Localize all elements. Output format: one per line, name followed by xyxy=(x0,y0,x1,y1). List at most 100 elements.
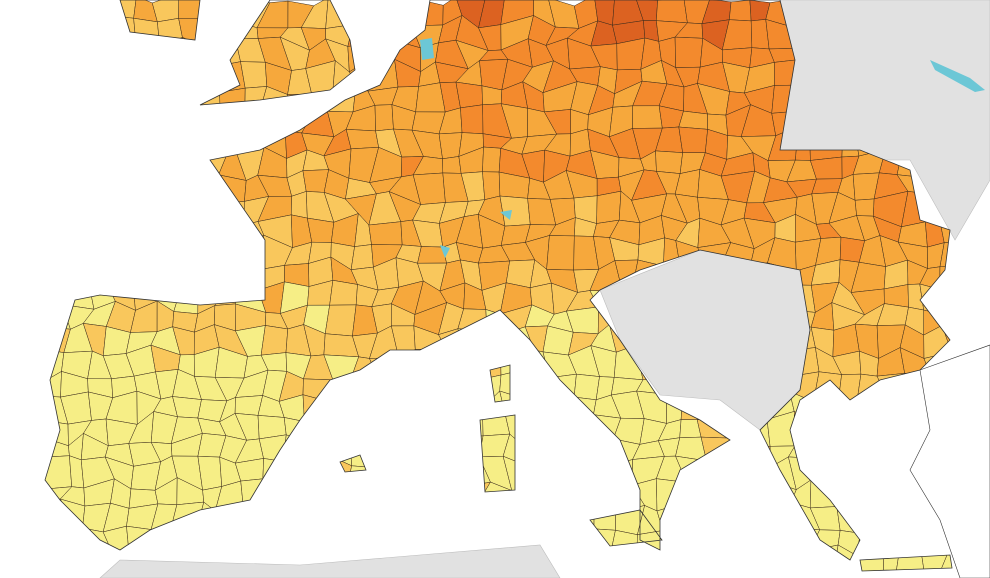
region xyxy=(543,373,577,398)
region xyxy=(350,244,374,271)
region xyxy=(224,201,245,225)
region xyxy=(419,444,446,469)
region xyxy=(861,433,880,466)
region xyxy=(329,280,358,306)
region xyxy=(45,18,71,48)
region xyxy=(878,572,907,578)
region xyxy=(58,179,83,200)
region xyxy=(45,27,50,48)
region xyxy=(200,0,227,28)
region xyxy=(460,104,484,134)
region xyxy=(169,81,199,114)
region xyxy=(223,133,244,155)
region xyxy=(89,42,117,71)
region xyxy=(501,506,531,532)
region xyxy=(346,465,373,487)
region xyxy=(420,399,440,423)
region xyxy=(415,501,445,530)
region xyxy=(678,126,708,153)
region xyxy=(62,235,94,265)
region xyxy=(103,0,137,19)
region xyxy=(438,328,465,360)
region xyxy=(326,399,360,423)
region xyxy=(896,572,927,578)
region xyxy=(240,478,265,509)
region xyxy=(550,455,579,491)
region xyxy=(259,106,288,132)
region xyxy=(110,110,135,134)
region xyxy=(656,478,687,512)
region xyxy=(133,46,161,70)
region xyxy=(236,234,265,270)
region xyxy=(572,570,597,571)
region xyxy=(125,172,150,199)
region xyxy=(747,522,776,555)
region xyxy=(107,216,135,248)
region xyxy=(398,504,419,532)
region xyxy=(576,455,601,491)
region xyxy=(180,36,204,68)
region xyxy=(202,128,228,155)
region xyxy=(701,543,734,569)
region xyxy=(169,531,198,547)
region xyxy=(588,483,621,513)
region xyxy=(883,527,900,556)
region xyxy=(154,36,183,68)
region xyxy=(0,457,23,488)
region xyxy=(49,61,73,94)
region xyxy=(282,528,314,554)
region xyxy=(103,47,137,71)
region xyxy=(619,459,633,486)
region xyxy=(152,108,182,135)
lake xyxy=(500,210,512,220)
region xyxy=(345,129,379,150)
region xyxy=(834,567,858,571)
region xyxy=(879,478,905,503)
region xyxy=(747,498,766,536)
region xyxy=(67,258,94,284)
region xyxy=(391,325,416,359)
region xyxy=(106,244,135,269)
region xyxy=(18,414,39,445)
region xyxy=(45,278,69,310)
region xyxy=(983,259,990,285)
region xyxy=(854,198,875,217)
region xyxy=(592,574,617,578)
region xyxy=(828,479,866,508)
region xyxy=(973,259,986,293)
region xyxy=(810,457,842,488)
region xyxy=(106,264,134,287)
region xyxy=(156,215,182,246)
region xyxy=(810,156,843,180)
region xyxy=(699,479,721,514)
region xyxy=(219,106,246,139)
region xyxy=(46,0,70,29)
region xyxy=(550,413,577,444)
region xyxy=(306,217,335,243)
region xyxy=(878,422,907,443)
region xyxy=(569,486,595,504)
region xyxy=(680,565,702,571)
region xyxy=(240,61,268,89)
region xyxy=(194,528,219,553)
region xyxy=(80,178,111,199)
lake xyxy=(930,60,985,92)
region xyxy=(828,457,866,488)
region xyxy=(391,0,425,27)
region xyxy=(656,0,688,24)
region xyxy=(16,485,45,510)
region xyxy=(983,242,990,265)
region xyxy=(676,532,711,552)
region xyxy=(237,523,271,550)
region xyxy=(191,89,221,109)
region xyxy=(60,151,92,183)
region xyxy=(0,37,25,71)
region xyxy=(789,550,813,571)
africa-land xyxy=(99,544,561,578)
region xyxy=(88,258,108,285)
region xyxy=(326,502,348,534)
region xyxy=(176,108,205,135)
region xyxy=(811,565,841,571)
region xyxy=(368,523,400,553)
region xyxy=(984,285,990,307)
